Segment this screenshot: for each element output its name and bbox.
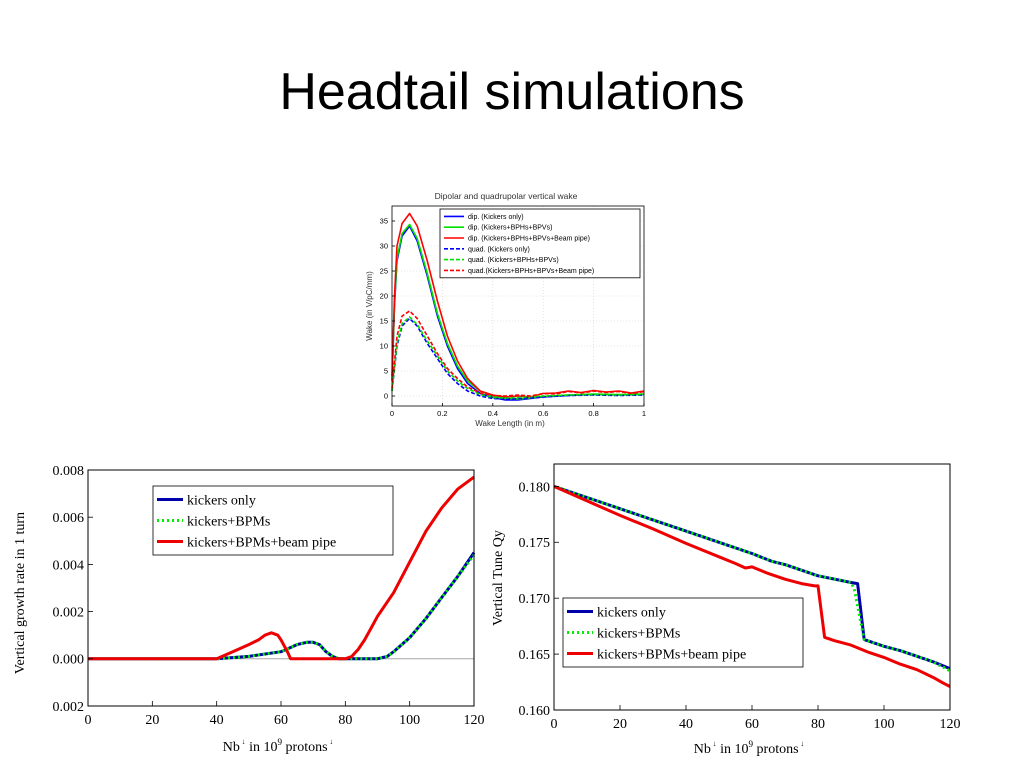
y-tick-label: 30 [380,242,388,251]
legend-label: kickers only [187,493,256,508]
x-tick-label: 100 [399,713,420,728]
x-tick-label: 100 [874,717,895,732]
series-line-2 [553,485,951,688]
y-tick-label: 0.180 [519,480,551,495]
y-tick-label: 0.008 [53,464,85,479]
x-axis-label: Nb ↓ in 109 protons ↓ [223,737,334,755]
x-tick-label: 0.8 [588,409,598,418]
legend-box [562,597,804,668]
x-tick-label: 60 [745,717,759,732]
y-axis-label: Wake (in V/pC/mm) [365,271,374,341]
legend-label: kickers+BPMs [187,514,270,529]
slide-title: Headtail simulations [279,63,745,121]
chart-title: Dipolar and quadrupolar vertical wake [435,191,578,201]
y-tick-label: 15 [380,317,388,326]
legend-box [152,485,394,556]
legend-label: dip. (Kickers only) [468,214,524,221]
growth-rate-chart: Vertical growth rate in 1 turn 0 20 40 60 80… [13,464,485,755]
y-tick-label: 20 [380,292,388,301]
x-tick-label: 0 [390,409,394,418]
series-line-4 [391,316,645,399]
x-tick-label: 120 [940,717,961,732]
y-tick-label: 10 [380,342,388,351]
legend-label: quad. (Kickers+BPHs+BPVs) [468,257,559,264]
x-tick-label: 80 [338,713,352,728]
y-tick-label: 25 [380,267,388,276]
y-axis-label: Vertical growth rate in 1 turn [13,512,28,674]
x-tick-label: 0.2 [437,409,447,418]
legend-label: kickers+BPMs [597,626,680,641]
y-tick-label: 0.004 [53,558,85,573]
x-tick-label: 120 [464,713,485,728]
legend-label: kickers+BPMs+beam pipe [597,647,746,662]
x-tick-label: 60 [274,713,288,728]
legend-label: kickers only [597,605,666,620]
x-tick-label: 1 [642,409,646,418]
x-tick-label: 0.4 [488,409,498,418]
x-tick-label: 0 [85,713,92,728]
x-axis-label: Wake Length (in m) [475,419,545,428]
y-tick-label: 0.002 [53,700,85,715]
x-tick-label: 80 [811,717,825,732]
y-tick-label: 0.165 [519,648,551,663]
legend-label: kickers+BPMs+beam pipe [187,535,336,550]
x-axis-label: Nb ↓ in 109 protons ↓ [694,739,805,757]
series-line-5 [391,310,645,397]
plot-frame [391,205,645,407]
wake-chart: Dipolar and quadrupolar vertical wake Wa… [365,191,646,428]
y-tick-label: 0.175 [519,536,551,551]
legend-label: quad. (Kickers only) [468,246,530,253]
y-axis-label: Vertical Tune Qy [491,530,506,626]
y-tick-label: 35 [380,217,388,226]
legend-label: dip. (Kickers+BPHs+BPVs) [468,225,552,232]
series-line-2 [88,475,475,661]
y-tick-label: 0.170 [519,592,551,607]
y-tick-label: 0.160 [519,704,551,719]
x-tick-label: 0 [551,717,558,732]
x-tick-label: 20 [613,717,627,732]
y-tick-label: 5 [384,367,388,376]
y-tick-label: 0 [384,392,388,401]
y-tick-label: 0.000 [53,653,85,668]
legend-label: quad.(Kickers+BPHs+BPVs+Beam pipe) [468,268,594,275]
x-tick-label: 40 [210,713,224,728]
legend-label: dip. (Kickers+BPHs+BPVs+Beam pipe) [468,235,590,242]
plot-area [554,464,950,710]
vertical-tune-chart: Vertical Tune Qy 0 20 40 60 80 100 120 0.160 0.1… [491,463,961,757]
x-tick-label: 0.6 [538,409,548,418]
y-tick-label: 0.002 [53,606,85,621]
legend-box [439,208,641,279]
x-tick-label: 20 [145,713,159,728]
x-tick-label: 40 [679,717,693,732]
y-tick-label: 0.006 [53,511,85,526]
series-line-1 [553,484,951,673]
